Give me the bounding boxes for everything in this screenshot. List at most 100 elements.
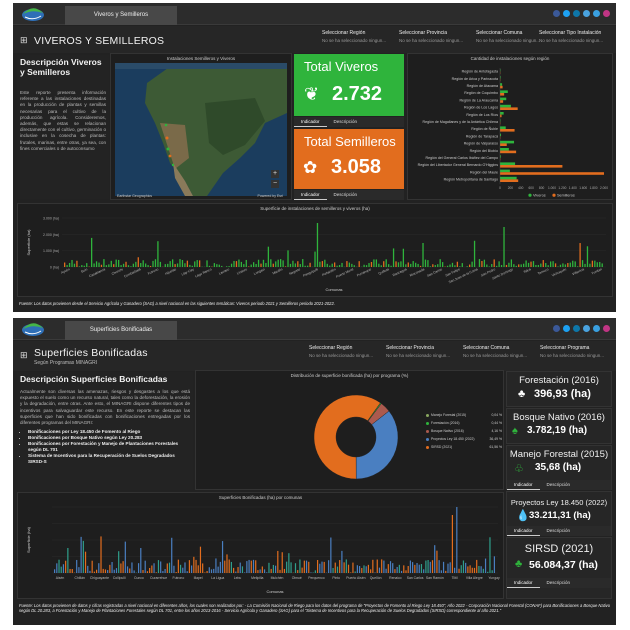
- chart-bar: [523, 263, 525, 267]
- tab-superficies[interactable]: Superficies Bonificadas: [65, 321, 177, 340]
- chart-bar: [76, 559, 78, 573]
- kpi-viveros-title: Total Viveros: [304, 59, 379, 74]
- filter-region[interactable]: Seleccionar Región No se ha seleccionado …: [322, 30, 387, 43]
- map-panel[interactable]: Instalaciones Semilleros y Viveros + − E…: [110, 53, 292, 200]
- chart-bar: [508, 262, 510, 267]
- card-forestacion: Forestación (2016) ♣ 396,93 (ha): [506, 371, 612, 407]
- y-tick-label: Región de Ñuble: [471, 126, 498, 131]
- chart-bar: [527, 262, 530, 267]
- legend-swatch-semilleros: [552, 193, 556, 197]
- tab-indicador[interactable]: Indicador: [507, 480, 540, 490]
- x-tick-label: Illapel: [194, 576, 203, 580]
- tab-viveros[interactable]: Viveros y Semilleros: [65, 6, 177, 25]
- chart-bar: [202, 563, 204, 573]
- filter-programa[interactable]: Seleccionar Programa No se ha seleccionad…: [540, 345, 605, 358]
- chart-bar: [268, 562, 270, 573]
- flickr-icon[interactable]: [593, 10, 600, 17]
- tab-descripcion[interactable]: Descripción: [546, 580, 571, 585]
- tab-descripcion[interactable]: Descripción: [546, 528, 571, 533]
- chart-bar: [367, 564, 370, 573]
- tab-indicador[interactable]: Indicador: [294, 117, 327, 127]
- list-item: Bonificaciones por Forestación y Manejo …: [28, 441, 190, 453]
- x-tick-label: Cunco: [134, 576, 144, 580]
- soil-icon: ♣: [515, 558, 523, 570]
- chart-bar: [95, 261, 98, 267]
- y-tick-label: 0 (ha): [50, 266, 59, 270]
- instagram-icon[interactable]: [603, 325, 610, 332]
- tab-indicador[interactable]: Indicador: [507, 526, 540, 536]
- chart-bar: [213, 568, 215, 573]
- chart-bar: [144, 560, 146, 573]
- filter-region[interactable]: Seleccionar Región No se ha seleccionado …: [309, 345, 374, 358]
- chart-bar: [65, 560, 67, 573]
- bar-viveros: [500, 126, 506, 129]
- chart-bar: [302, 259, 304, 267]
- chart-bar: [418, 564, 420, 573]
- comunas-chart-panel: Superficie de instalaciones de semillero…: [17, 203, 613, 297]
- legend-swatch: [426, 429, 429, 433]
- x-tick-label: Chillán: [75, 576, 85, 580]
- facebook-icon[interactable]: [553, 10, 560, 17]
- instagram-icon[interactable]: [603, 10, 610, 17]
- twitter-icon[interactable]: [563, 10, 570, 17]
- twitter-icon[interactable]: [563, 325, 570, 332]
- x-tick-label: Lago Ranco: [194, 267, 212, 278]
- chart-bar: [434, 545, 436, 573]
- kpi-viveros-value: 2.732: [332, 83, 383, 105]
- filter-comuna[interactable]: Seleccionar Comuna No se ha seleccionado …: [476, 30, 541, 43]
- chart-bar: [289, 263, 292, 267]
- chart-bar: [567, 263, 569, 267]
- filter-provincia[interactable]: Seleccionar Provincia No se ha selecciona…: [399, 30, 464, 43]
- bar-viveros: [500, 133, 502, 137]
- linkedin-icon[interactable]: [573, 325, 580, 332]
- chart-bar: [188, 560, 191, 573]
- chart-bar: [319, 563, 321, 573]
- chart-bar: [388, 264, 390, 267]
- chart-bar: [473, 240, 476, 267]
- tab-descripcion[interactable]: Descripción: [333, 119, 358, 124]
- forest-icon: ♠: [512, 425, 518, 437]
- tab-indicador[interactable]: Indicador: [507, 578, 540, 588]
- filter-provincia[interactable]: Seleccionar Provincia No se ha selecciona…: [386, 345, 451, 358]
- chart-bar: [390, 265, 392, 267]
- tab-descripcion[interactable]: Descripción: [333, 192, 358, 197]
- chart-bar: [279, 569, 281, 573]
- chart-bar: [365, 566, 367, 573]
- y-tick-label: Región de Arica y Parinacota: [452, 77, 498, 81]
- x-tick-label: Rinconada: [409, 267, 425, 277]
- page-subtitle: Según Programas MINAGRI: [34, 360, 98, 366]
- chart-bar: [283, 568, 286, 573]
- youtube-icon[interactable]: [583, 10, 590, 17]
- chart-bar: [303, 560, 305, 573]
- y-tick-label: Región de Los Ríos: [466, 113, 498, 117]
- chart-bar: [122, 561, 124, 573]
- chart-bar: [244, 572, 246, 573]
- chart-bar: [301, 567, 303, 573]
- y-tick-label: Región de Coquimbo: [464, 91, 498, 95]
- zoom-in-button[interactable]: +: [271, 170, 279, 178]
- chart-bar: [487, 571, 489, 573]
- flickr-icon[interactable]: [593, 325, 600, 332]
- chart-bar: [461, 263, 463, 267]
- youtube-icon[interactable]: [583, 325, 590, 332]
- chart-bar: [252, 559, 255, 573]
- zoom-out-button[interactable]: −: [271, 180, 279, 188]
- bar-semilleros: [500, 85, 503, 89]
- chart-bar: [392, 248, 395, 267]
- chart-bar: [581, 260, 584, 267]
- chart-bar: [331, 263, 333, 267]
- linkedin-icon[interactable]: [573, 10, 580, 17]
- chart-bar: [272, 564, 274, 573]
- chart-bar: [381, 559, 383, 573]
- tab-descripcion[interactable]: Descripción: [546, 482, 571, 487]
- chart-bar: [122, 263, 125, 267]
- filter-comuna[interactable]: Seleccionar Comuna No se ha seleccionado …: [463, 345, 528, 358]
- filter-tipo-instalacion[interactable]: Seleccionar Tipo Instalación No se ha sel…: [539, 30, 604, 43]
- chart-bar: [189, 264, 191, 267]
- chart-bar: [557, 266, 559, 267]
- chart-bar: [71, 259, 73, 267]
- tab-indicador[interactable]: Indicador: [294, 190, 327, 200]
- chart-bar: [145, 263, 147, 267]
- facebook-icon[interactable]: [553, 325, 560, 332]
- satellite-map[interactable]: [115, 63, 287, 196]
